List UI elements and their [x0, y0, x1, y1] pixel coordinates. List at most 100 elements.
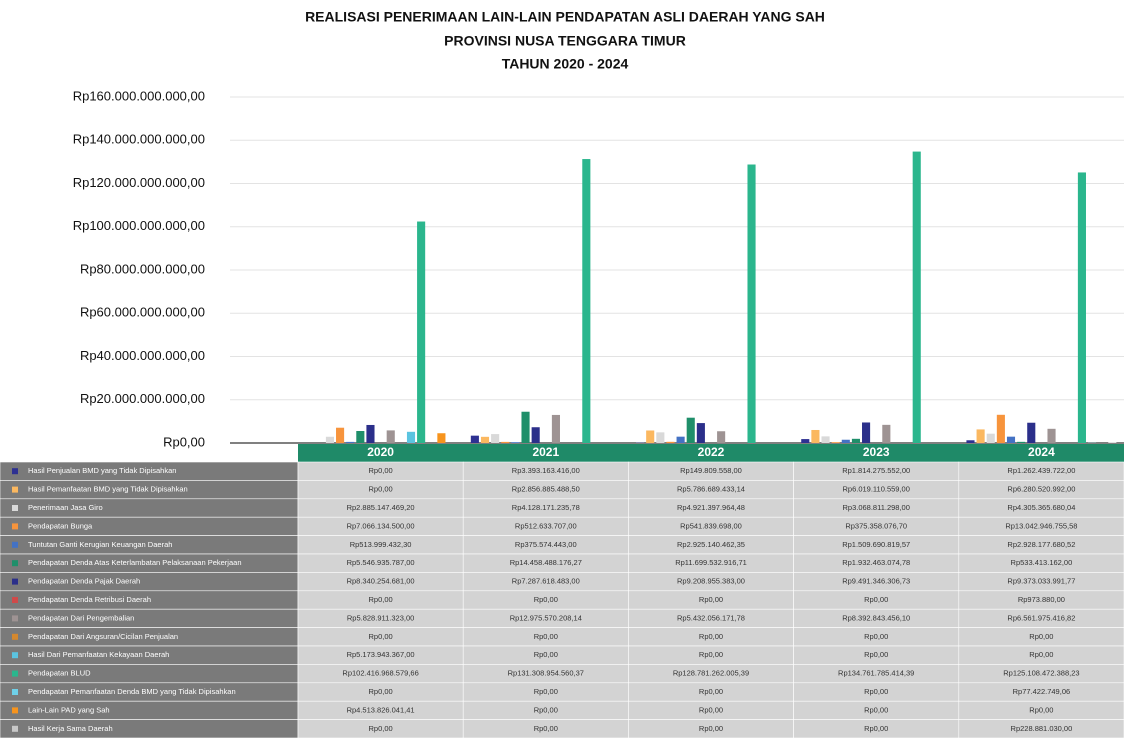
bar — [912, 151, 921, 443]
table-value: Rp512.633.707,00 — [515, 521, 577, 530]
legend-swatch — [12, 597, 18, 603]
table-value: Rp77.422.749,06 — [1013, 687, 1071, 696]
legend-swatch — [12, 523, 18, 530]
x-tick-label: 2021 — [532, 445, 559, 459]
bar — [511, 442, 520, 443]
bar — [480, 436, 490, 443]
table-value: Rp128.781.262.005,39 — [673, 669, 749, 678]
bar — [686, 417, 695, 443]
chart-title: TAHUN 2020 - 2024 — [502, 56, 629, 72]
table-value: Rp14.458.488.176,27 — [510, 558, 582, 567]
table-value: Rp1.509.690.819,57 — [842, 540, 910, 549]
table-value: Rp0,00 — [369, 595, 393, 604]
table-value: Rp0,00 — [1029, 705, 1053, 714]
table-value: Rp13.042.946.755,58 — [1005, 521, 1077, 530]
table-value: Rp0,00 — [534, 687, 558, 696]
table-value: Rp0,00 — [534, 595, 558, 604]
table-value: Rp0,00 — [699, 724, 723, 733]
bar — [1006, 436, 1016, 443]
table-value: Rp0,00 — [369, 724, 393, 733]
table-value: Rp0,00 — [369, 687, 393, 696]
legend-swatch — [12, 633, 18, 640]
legend-swatch — [12, 615, 18, 622]
table-value: Rp125.108.472.388,23 — [1003, 669, 1079, 678]
table-value: Rp0,00 — [864, 687, 888, 696]
bar — [696, 423, 705, 443]
table-value: Rp7.287.618.483,00 — [512, 577, 580, 586]
bar — [821, 436, 830, 443]
bar — [811, 429, 820, 443]
table-value: Rp541.839.698,00 — [680, 521, 742, 530]
x-tick-label: 2024 — [1028, 445, 1055, 459]
table-value: Rp11.699.532.916,71 — [675, 558, 747, 567]
y-tick-label: Rp80.000.000.000,00 — [80, 261, 205, 276]
legend-label: Hasil Pemanfaatan BMD yang Tidak Dipisah… — [28, 485, 188, 494]
legend-swatch — [12, 689, 18, 695]
table-value: Rp2.925.140.462,35 — [677, 540, 745, 549]
table-value: Rp2.885.147.469,20 — [347, 503, 415, 512]
bar — [470, 435, 479, 443]
legend-label: Hasil Penjualan BMD yang Tidak Dipisahka… — [28, 466, 176, 475]
table-value: Rp9.208.955.383,00 — [677, 577, 745, 586]
legend-label: Pendapatan Denda Atas Keterlambatan Pela… — [28, 558, 242, 567]
table-value: Rp228.881.030,00 — [1011, 724, 1073, 733]
bar — [851, 438, 860, 443]
table-value: Rp0,00 — [534, 632, 558, 641]
x-tick-label: 2020 — [367, 445, 394, 459]
table-value: Rp0,00 — [864, 724, 888, 733]
bar — [366, 424, 375, 443]
table-value: Rp4.305.365.680,04 — [1007, 503, 1075, 512]
bar — [717, 431, 726, 443]
x-tick-label: 2023 — [863, 445, 890, 459]
bar — [862, 422, 871, 443]
bar — [386, 430, 395, 443]
table-value: Rp3.393.163.416,00 — [512, 466, 580, 475]
bar — [491, 434, 500, 443]
table-value: Rp0,00 — [369, 466, 393, 475]
bar — [986, 433, 995, 443]
legend-label: Tuntutan Ganti Kerugian Keuangan Daerah — [28, 540, 172, 549]
bar — [801, 439, 810, 443]
bar — [966, 440, 975, 443]
legend-label: Lain-Lain PAD yang Sah — [28, 705, 110, 714]
bar — [976, 429, 985, 443]
bar — [1027, 422, 1036, 443]
bar — [551, 414, 560, 443]
table-value: Rp1.262.439.722,00 — [1007, 466, 1075, 475]
table-value: Rp0,00 — [369, 632, 393, 641]
table-value: Rp102.416.968.579,66 — [342, 669, 418, 678]
bar — [656, 432, 665, 443]
table-value: Rp4.513.826.041,41 — [347, 705, 415, 714]
bar — [882, 424, 891, 443]
table-value: Rp2.928.177.680,52 — [1007, 540, 1075, 549]
legend-label: Pendapatan Dari Pengembalian — [28, 613, 134, 622]
table-value: Rp9.491.346.306,73 — [842, 577, 910, 586]
table-value: Rp0,00 — [699, 650, 723, 659]
table-value: Rp375.358.076,70 — [845, 521, 907, 530]
table-value: Rp0,00 — [864, 632, 888, 641]
table-value: Rp134.761.785.414,39 — [838, 669, 914, 678]
table-value: Rp0,00 — [534, 724, 558, 733]
table-value: Rp375.574.443,00 — [515, 540, 577, 549]
bar — [531, 427, 540, 443]
y-tick-label: Rp120.000.000.000,00 — [73, 175, 205, 190]
legend-label: Pendapatan Bunga — [28, 521, 93, 530]
table-value: Rp0,00 — [864, 705, 888, 714]
legend-label: Pendapatan Pemanfaatan Denda BMD yang Ti… — [28, 687, 236, 696]
table-value: Rp0,00 — [699, 687, 723, 696]
table-value: Rp8.392.843.456,10 — [842, 613, 910, 622]
table-value: Rp0,00 — [534, 705, 558, 714]
legend-label: Pendapatan Denda Pajak Daerah — [28, 577, 140, 586]
table-value: Rp0,00 — [1029, 650, 1053, 659]
table-value: Rp4.128.171.235,78 — [512, 503, 580, 512]
y-tick-label: Rp160.000.000.000,00 — [73, 88, 205, 103]
legend-swatch — [12, 486, 18, 493]
bar — [346, 441, 355, 443]
y-tick-label: Rp100.000.000.000,00 — [73, 218, 205, 233]
table-value: Rp5.546.935.787,00 — [347, 558, 415, 567]
table-value: Rp3.068.811.298,00 — [842, 503, 909, 512]
bar — [437, 433, 446, 443]
table-value: Rp1.932.463.074,78 — [842, 558, 910, 567]
legend-label: Hasil Dari Pemanfaatan Kekayaan Daerah — [28, 650, 169, 659]
